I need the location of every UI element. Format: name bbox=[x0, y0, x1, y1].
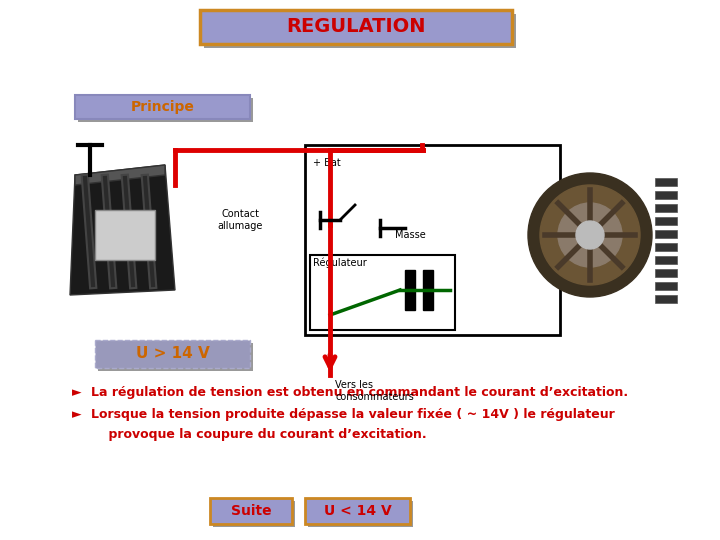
Polygon shape bbox=[75, 165, 165, 185]
Text: ►: ► bbox=[72, 386, 81, 399]
Polygon shape bbox=[70, 165, 175, 295]
Bar bbox=[423, 270, 433, 310]
Text: U < 14 V: U < 14 V bbox=[323, 504, 392, 518]
Text: REGULATION: REGULATION bbox=[287, 17, 426, 37]
Text: Principe: Principe bbox=[131, 100, 195, 114]
FancyBboxPatch shape bbox=[305, 498, 410, 524]
FancyBboxPatch shape bbox=[200, 10, 512, 44]
FancyBboxPatch shape bbox=[210, 498, 292, 524]
Bar bbox=[655, 295, 677, 303]
Bar bbox=[310, 255, 455, 330]
Circle shape bbox=[540, 185, 640, 285]
Text: Suite: Suite bbox=[230, 504, 271, 518]
Circle shape bbox=[528, 173, 652, 297]
Text: La régulation de tension est obtenu en commandant le courant d’excitation.: La régulation de tension est obtenu en c… bbox=[91, 386, 628, 399]
Bar bbox=[95, 210, 155, 260]
FancyBboxPatch shape bbox=[75, 95, 250, 119]
FancyBboxPatch shape bbox=[98, 343, 253, 371]
Text: U > 14 V: U > 14 V bbox=[135, 347, 210, 361]
Text: Masse: Masse bbox=[395, 230, 426, 240]
Text: Vers les
consommateurs: Vers les consommateurs bbox=[335, 380, 414, 402]
Bar bbox=[655, 243, 677, 251]
Bar bbox=[655, 178, 677, 186]
Bar bbox=[655, 217, 677, 225]
Bar bbox=[655, 230, 677, 238]
FancyBboxPatch shape bbox=[95, 340, 250, 368]
Text: ►: ► bbox=[72, 408, 81, 421]
Circle shape bbox=[558, 203, 622, 267]
FancyBboxPatch shape bbox=[78, 98, 253, 122]
Bar bbox=[405, 270, 415, 310]
FancyBboxPatch shape bbox=[204, 14, 516, 48]
Bar bbox=[655, 191, 677, 199]
Text: Régulateur: Régulateur bbox=[313, 258, 366, 268]
Text: provoque la coupure du courant d’excitation.: provoque la coupure du courant d’excitat… bbox=[91, 428, 427, 441]
Bar bbox=[305, 145, 560, 335]
Text: + Bat: + Bat bbox=[313, 158, 341, 168]
FancyBboxPatch shape bbox=[213, 501, 295, 527]
Text: Lorsque la tension produite dépasse la valeur fixée ( ~ 14V ) le régulateur: Lorsque la tension produite dépasse la v… bbox=[91, 408, 615, 421]
Bar bbox=[655, 204, 677, 212]
Bar bbox=[655, 282, 677, 290]
Bar bbox=[655, 269, 677, 277]
Text: Contact
allumage: Contact allumage bbox=[217, 209, 263, 231]
FancyBboxPatch shape bbox=[308, 501, 413, 527]
Bar bbox=[655, 256, 677, 264]
Circle shape bbox=[576, 221, 604, 249]
